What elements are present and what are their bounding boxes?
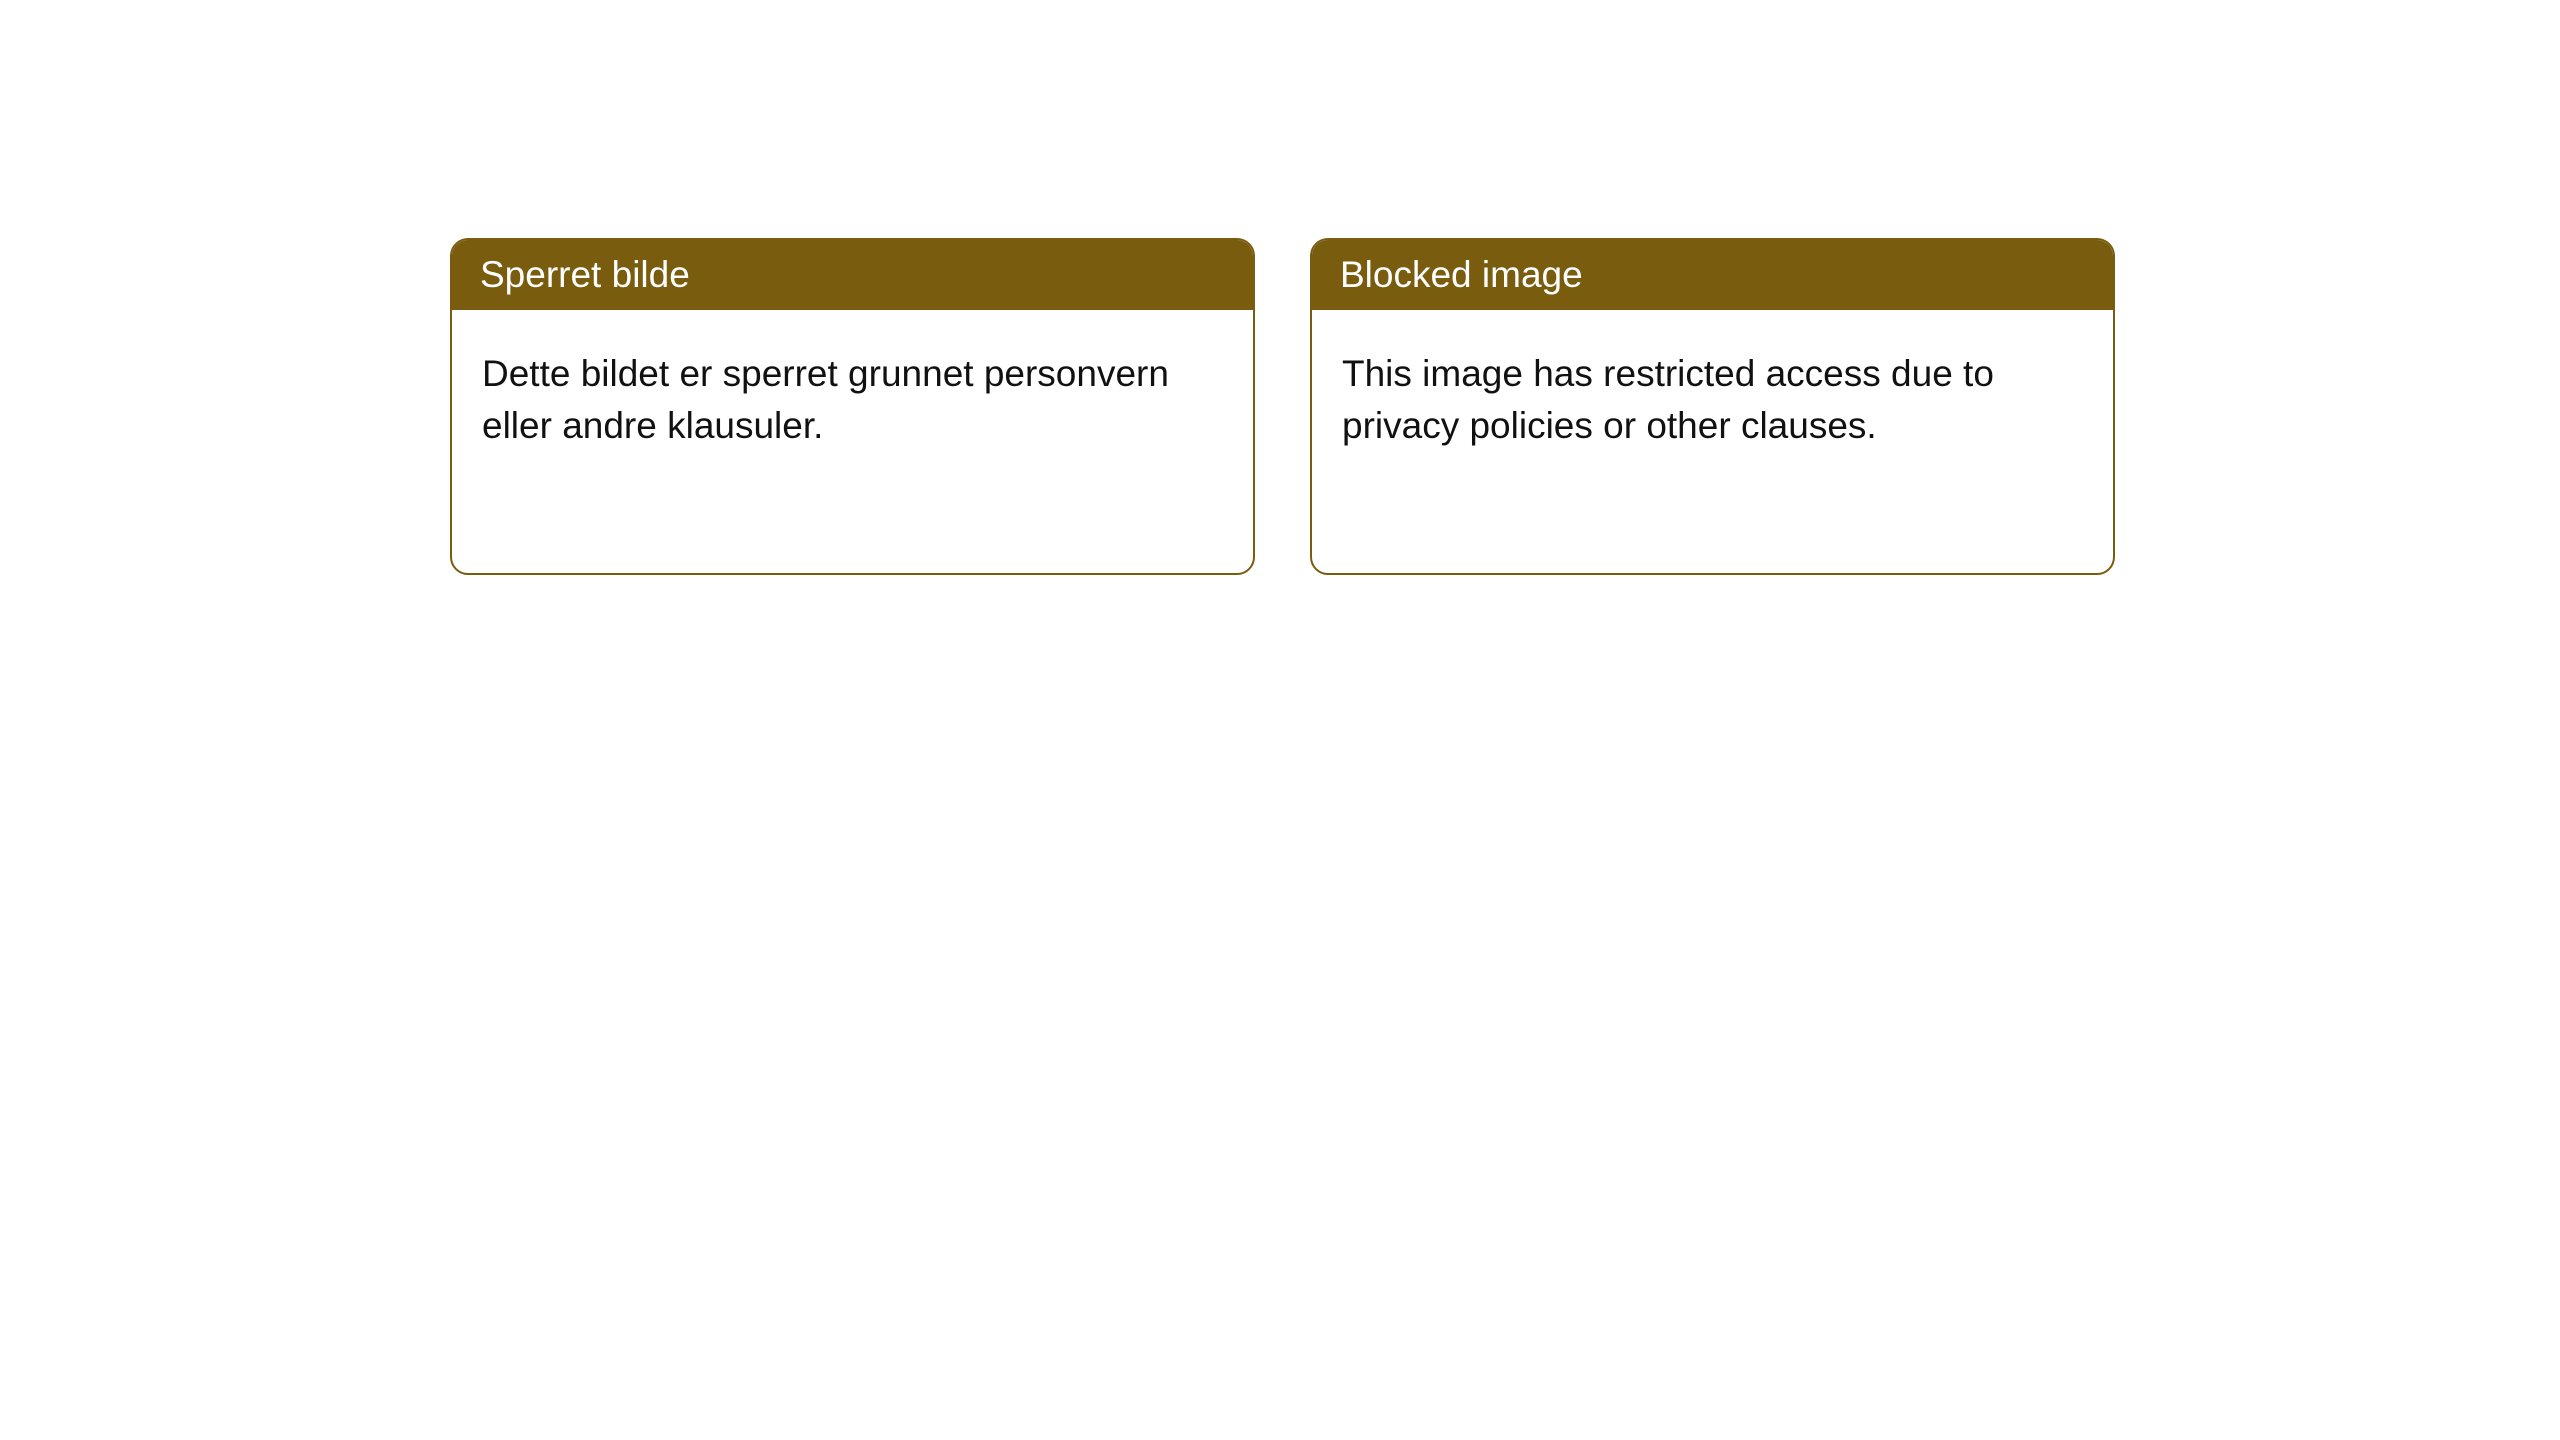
- notice-title: Blocked image: [1312, 240, 2113, 310]
- notice-container: Sperret bilde Dette bildet er sperret gr…: [0, 0, 2560, 575]
- notice-body: This image has restricted access due to …: [1312, 310, 2113, 490]
- notice-body: Dette bildet er sperret grunnet personve…: [452, 310, 1253, 490]
- notice-title: Sperret bilde: [452, 240, 1253, 310]
- notice-card-english: Blocked image This image has restricted …: [1310, 238, 2115, 575]
- notice-card-norwegian: Sperret bilde Dette bildet er sperret gr…: [450, 238, 1255, 575]
